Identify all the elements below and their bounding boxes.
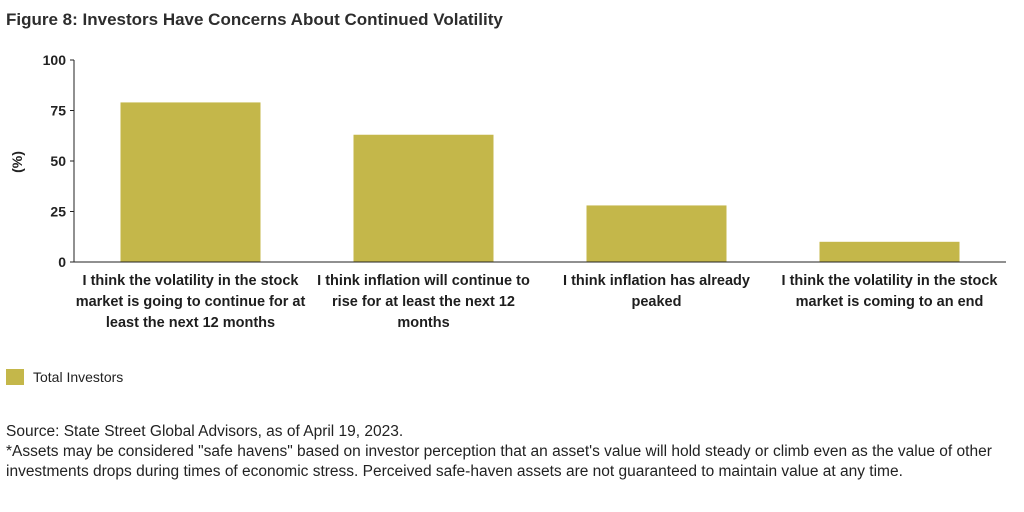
bar-3 [586,205,727,262]
legend-swatch [6,369,24,385]
source-note: Source: State Street Global Advisors, as… [6,423,404,440]
y-tick-label: 0 [58,254,66,270]
y-axis-label: (%) [9,151,25,173]
footnote: *Assets may be considered "safe havens" … [6,443,992,480]
x-category-label: I think the volatility in the stock mark… [75,273,306,331]
legend-label: Total Investors [33,369,124,385]
bar-2 [353,134,494,262]
y-tick-label: 25 [50,204,66,220]
y-tick-label: 50 [50,153,66,169]
x-category-label: I think inflation has already peaked [563,273,750,310]
bar-1 [120,102,261,262]
x-category-label: I think inflation will continue to rise … [317,273,530,331]
bar-4 [819,241,960,262]
y-tick-label: 75 [50,103,66,119]
legend: Total Investors [6,369,123,385]
y-tick-label: 100 [43,52,67,68]
bar-chart: 0 25 50 75 100 (%) [9,52,1006,270]
x-category-label: I think the volatility in the stock mark… [781,273,998,310]
chart-title: Figure 8: Investors Have Concerns About … [6,10,503,29]
